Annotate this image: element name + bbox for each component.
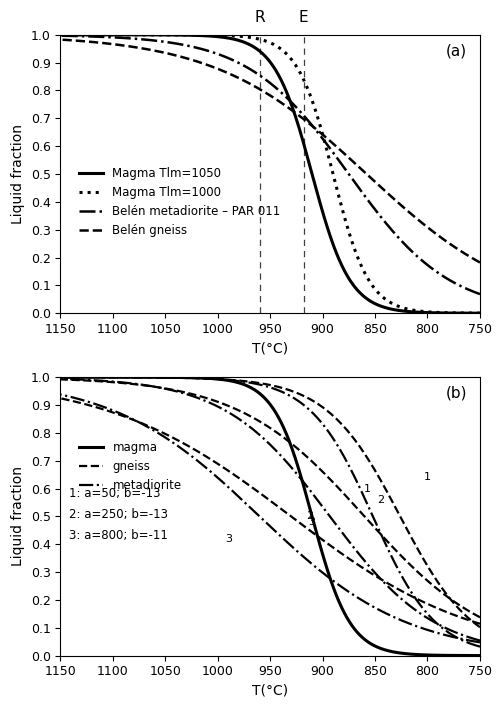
Belén gneiss xyxy=(298,113,304,121)
Line: Magma Tlm=1000: Magma Tlm=1000 xyxy=(58,35,482,313)
Text: E: E xyxy=(299,10,308,25)
Magma Tlm=1050 xyxy=(431,308,437,317)
Magma Tlm=1000 xyxy=(316,119,322,128)
Magma Tlm=1050 xyxy=(405,307,411,316)
Belén gneiss xyxy=(63,35,69,44)
Magma Tlm=1050 xyxy=(55,30,61,39)
Y-axis label: Liquid fraction: Liquid fraction xyxy=(11,124,25,224)
Belén metadiorite – PAR 011 xyxy=(316,130,322,139)
magma xyxy=(298,473,304,481)
Magma Tlm=1050 xyxy=(63,30,69,39)
Magma Tlm=1000 xyxy=(405,305,411,313)
Y-axis label: Liquid fraction: Liquid fraction xyxy=(11,467,25,566)
magma xyxy=(109,373,115,381)
Magma Tlm=1000 xyxy=(298,70,304,79)
Text: 3: 3 xyxy=(225,534,232,544)
Legend: Magma Tlm=1050, Magma Tlm=1000, Belén metadiorite – PAR 011, Belén gneiss: Magma Tlm=1050, Magma Tlm=1000, Belén me… xyxy=(74,162,285,242)
Magma Tlm=1050 xyxy=(316,197,322,206)
Line: Belén gneiss: Belén gneiss xyxy=(58,40,482,264)
magma xyxy=(405,649,411,658)
Belén gneiss xyxy=(109,40,115,48)
Belén gneiss xyxy=(405,208,411,216)
Belén metadiorite – PAR 011 xyxy=(431,265,437,274)
Text: (a): (a) xyxy=(446,43,467,58)
Line: Magma Tlm=1050: Magma Tlm=1050 xyxy=(58,35,482,313)
magma xyxy=(479,652,485,660)
Belén gneiss xyxy=(431,228,437,236)
Text: 2: a=250; b=-13: 2: a=250; b=-13 xyxy=(69,508,168,521)
Magma Tlm=1000 xyxy=(55,30,61,39)
Belén gneiss xyxy=(316,128,322,136)
Text: 1: 1 xyxy=(424,472,431,482)
Legend: magma, gneiss, metadiorite: magma, gneiss, metadiorite xyxy=(74,436,186,496)
magma xyxy=(63,373,69,381)
Belén metadiorite – PAR 011 xyxy=(55,31,61,40)
Text: 3: a=800; b=-11: 3: a=800; b=-11 xyxy=(69,529,167,542)
Magma Tlm=1050 xyxy=(298,130,304,139)
Text: 1: 1 xyxy=(364,484,371,493)
Magma Tlm=1000 xyxy=(431,308,437,316)
Magma Tlm=1000 xyxy=(479,309,485,318)
Magma Tlm=1050 xyxy=(109,30,115,39)
Belén metadiorite – PAR 011 xyxy=(109,33,115,42)
magma xyxy=(316,539,322,547)
Magma Tlm=1000 xyxy=(63,30,69,39)
Text: (b): (b) xyxy=(446,386,467,401)
Belén gneiss xyxy=(55,35,61,44)
Belén metadiorite – PAR 011 xyxy=(63,32,69,40)
Belén metadiorite – PAR 011 xyxy=(479,291,485,299)
Line: magma: magma xyxy=(58,377,482,656)
Magma Tlm=1050 xyxy=(479,309,485,318)
Belén metadiorite – PAR 011 xyxy=(298,108,304,117)
Belén gneiss xyxy=(479,259,485,268)
X-axis label: T(°C): T(°C) xyxy=(252,342,288,355)
Text: 1: a=50; b=-13: 1: a=50; b=-13 xyxy=(69,487,160,500)
Text: 2: 2 xyxy=(306,511,313,521)
X-axis label: T(°C): T(°C) xyxy=(252,684,288,698)
Text: 3: 3 xyxy=(308,517,315,527)
Magma Tlm=1000 xyxy=(109,30,115,39)
magma xyxy=(55,373,61,381)
Belén metadiorite – PAR 011 xyxy=(405,244,411,252)
Text: 2: 2 xyxy=(377,495,384,505)
Line: Belén metadiorite – PAR 011: Belén metadiorite – PAR 011 xyxy=(58,35,482,295)
Text: R: R xyxy=(255,10,265,25)
magma xyxy=(431,651,437,659)
